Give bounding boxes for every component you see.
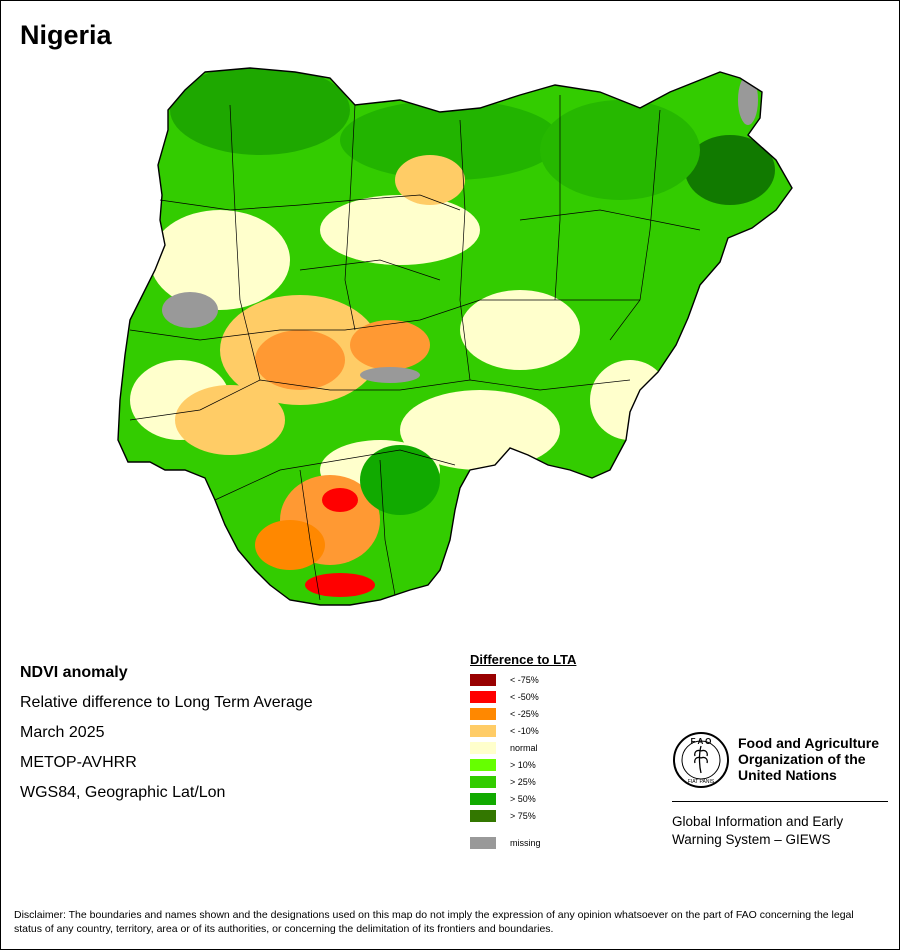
legend-swatch (470, 690, 496, 703)
legend-swatch (470, 707, 496, 720)
anomaly-region (340, 100, 560, 180)
anomaly-region (170, 68, 350, 155)
fao-logo-letters: F A O (691, 737, 712, 746)
org-name-line: United Nations (738, 767, 837, 783)
divider (672, 801, 888, 802)
legend-swatch-missing (470, 836, 496, 849)
legend-item: < -25% (470, 705, 576, 722)
product-description: Relative difference to Long Term Average (20, 694, 313, 711)
legend-label: > 25% (510, 776, 536, 787)
legend-swatch (470, 775, 496, 788)
legend-label: < -10% (510, 725, 539, 736)
org-name: Food and Agriculture Organization of the… (738, 735, 898, 783)
org-name-line: Food and Agriculture (738, 735, 880, 751)
legend-item: normal (470, 739, 576, 756)
anomaly-region (350, 320, 430, 370)
legend-item: < -75% (470, 671, 576, 688)
fao-logo-motto: FIAT PANIS (688, 779, 715, 785)
legend-label: missing (510, 837, 541, 848)
anomaly-region (255, 520, 325, 570)
anomaly-region (255, 330, 345, 390)
system-name-line: Warning System – GIEWS (672, 832, 831, 847)
disclaimer: Disclaimer: The boundaries and names sho… (14, 909, 854, 935)
legend-swatch (470, 673, 496, 686)
nigeria-ndvi-map (117, 67, 793, 606)
map-title: Nigeria (20, 20, 112, 50)
anomaly-region (395, 155, 465, 205)
anomaly-region (540, 100, 700, 200)
legend-item: < -50% (470, 688, 576, 705)
legend-swatch (470, 758, 496, 771)
legend-label: normal (510, 742, 538, 753)
legend-item: < -10% (470, 722, 576, 739)
legend-title: Difference to LTA (470, 652, 577, 667)
legend-label: > 50% (510, 793, 536, 804)
anomaly-region (175, 385, 285, 455)
legend-swatch (470, 809, 496, 822)
anomaly-region (685, 135, 775, 205)
legend-label: > 10% (510, 759, 536, 770)
map-metadata: NDVI anomaly Relative difference to Long… (20, 658, 313, 808)
missing-data-region (360, 367, 420, 383)
legend-label: < -75% (510, 674, 539, 685)
legend-item-missing: missing (470, 834, 576, 851)
legend-item: > 10% (470, 756, 576, 773)
anomaly-region (305, 573, 375, 597)
legend-swatch (470, 724, 496, 737)
anomaly-region (150, 210, 290, 310)
legend-label: < -50% (510, 691, 539, 702)
legend-item: > 75% (470, 807, 576, 824)
missing-data-region (738, 75, 758, 125)
system-name: Global Information and Early Warning Sys… (672, 813, 892, 849)
legend: Difference to LTA < -75% < -50% < -25% <… (470, 652, 576, 851)
missing-data-region (162, 292, 218, 328)
anomaly-region (400, 390, 560, 470)
legend-item: > 50% (470, 790, 576, 807)
legend-swatch (470, 792, 496, 805)
state-boundaries (129, 95, 701, 601)
system-name-line: Global Information and Early (672, 814, 844, 829)
product-name: NDVI anomaly (20, 664, 128, 681)
anomaly-region (322, 488, 358, 512)
legend-swatch (470, 741, 496, 754)
sensor-name: METOP-AVHRR (20, 754, 137, 771)
legend-label: < -25% (510, 708, 539, 719)
legend-item: > 25% (470, 773, 576, 790)
anomaly-region (360, 445, 440, 515)
org-name-line: Organization of the (738, 751, 866, 767)
anomaly-region (460, 290, 580, 370)
time-period: March 2025 (20, 724, 105, 741)
projection-info: WGS84, Geographic Lat/Lon (20, 784, 226, 801)
anomaly-region (320, 195, 480, 265)
legend-label: > 75% (510, 810, 536, 821)
fao-logo-icon: F A O FIAT PANIS (673, 732, 729, 788)
country-border (117, 67, 793, 606)
